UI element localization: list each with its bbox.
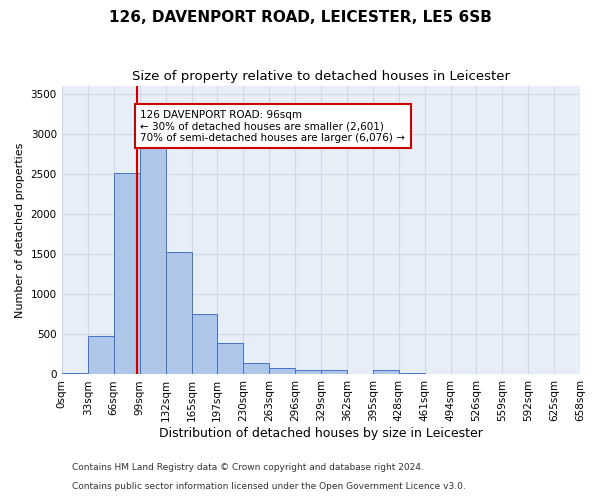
Bar	[62, 373, 88, 374]
Bar	[88, 336, 113, 374]
Text: 126, DAVENPORT ROAD, LEICESTER, LE5 6SB: 126, DAVENPORT ROAD, LEICESTER, LE5 6SB	[109, 10, 491, 25]
Bar	[243, 363, 269, 374]
Text: Contains public sector information licensed under the Open Government Licence v3: Contains public sector information licen…	[72, 482, 466, 491]
Y-axis label: Number of detached properties: Number of detached properties	[15, 142, 25, 318]
Bar	[140, 148, 166, 374]
Bar	[166, 252, 191, 374]
Bar	[295, 370, 321, 374]
Bar	[191, 314, 217, 374]
Bar	[321, 370, 347, 374]
Bar	[217, 343, 243, 374]
Title: Size of property relative to detached houses in Leicester: Size of property relative to detached ho…	[132, 70, 510, 83]
Bar	[113, 173, 140, 374]
Text: 126 DAVENPORT ROAD: 96sqm
← 30% of detached houses are smaller (2,601)
70% of se: 126 DAVENPORT ROAD: 96sqm ← 30% of detac…	[140, 110, 406, 143]
Text: Contains HM Land Registry data © Crown copyright and database right 2024.: Contains HM Land Registry data © Crown c…	[72, 464, 424, 472]
Bar	[373, 370, 399, 374]
Bar	[269, 368, 295, 374]
X-axis label: Distribution of detached houses by size in Leicester: Distribution of detached houses by size …	[159, 427, 483, 440]
Bar	[399, 373, 425, 374]
